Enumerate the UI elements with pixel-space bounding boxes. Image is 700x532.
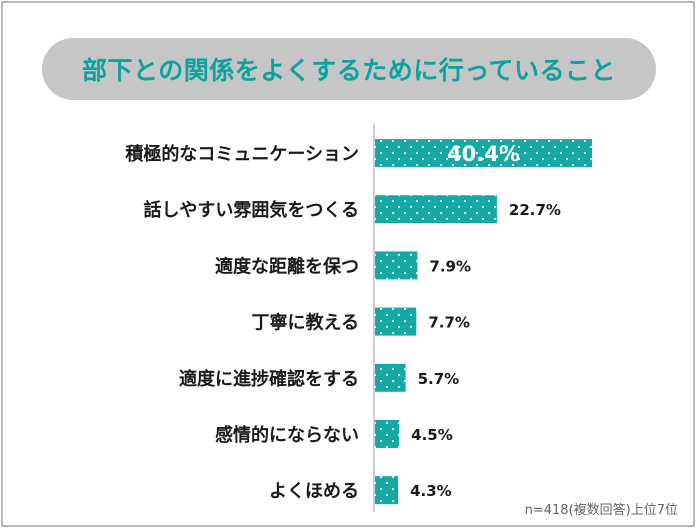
bar — [375, 139, 592, 167]
bar — [375, 307, 417, 336]
value-label: 7.9% — [429, 257, 471, 275]
bar — [375, 363, 406, 392]
value-label: 7.7% — [428, 314, 470, 332]
value-label: 5.7% — [418, 370, 460, 388]
value-label: 4.5% — [411, 426, 453, 444]
bar — [375, 251, 418, 280]
category-label: 話しやすい雰囲気をつくる — [144, 199, 359, 221]
value-label: 40.4% — [447, 142, 520, 166]
sample-note: n=418(複数回答)上位7位 — [524, 503, 678, 518]
bar — [375, 420, 400, 448]
chart-title: 部下との関係をよくするために行っていること — [42, 38, 656, 100]
category-label: 適度に進捗確認をする — [179, 368, 359, 390]
bars-group: 積極的なコミュニケーション 40.4% 話しやすい雰囲気をつくる 22.7% 適度な距離… — [124, 139, 592, 505]
value-label: 4.3% — [410, 482, 452, 500]
value-label: 22.7% — [509, 201, 561, 219]
category-label: 積極的なコミュニケーション — [124, 143, 359, 165]
bar — [375, 476, 399, 505]
category-label: 感情的にならない — [215, 424, 359, 446]
category-label: よくほめる — [269, 481, 359, 502]
bar — [375, 195, 497, 224]
category-label: 丁寧に教える — [252, 312, 359, 334]
category-label: 適度な距離を保つ — [215, 255, 359, 277]
